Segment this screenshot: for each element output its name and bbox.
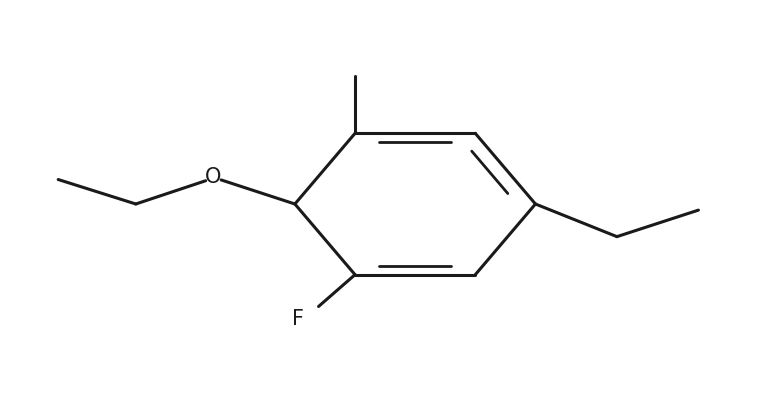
Text: O: O	[205, 167, 222, 188]
Text: F: F	[293, 309, 304, 329]
